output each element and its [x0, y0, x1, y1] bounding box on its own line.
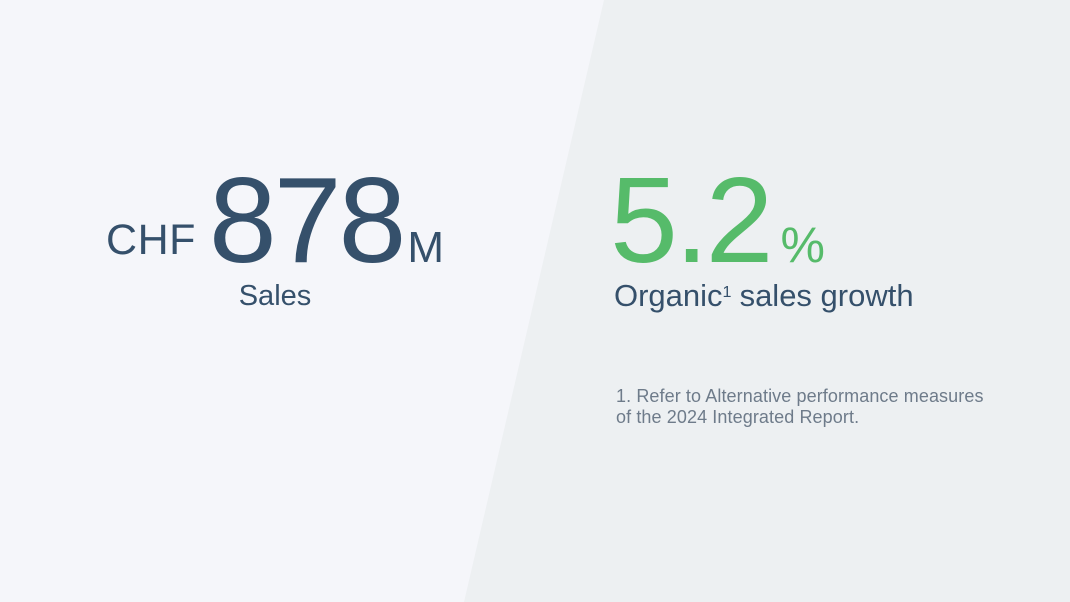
footnote-line-1: 1. Refer to Alternative performance meas… — [616, 386, 984, 406]
growth-label-text: Organic — [614, 278, 723, 313]
footnote-line-2: of the 2024 Integrated Report. — [616, 407, 860, 427]
growth-label: Organic1 sales growth — [614, 280, 914, 311]
sales-unit-suffix: M — [407, 223, 444, 272]
growth-label-rest: sales growth — [739, 278, 914, 313]
sales-value: 878 — [208, 152, 406, 288]
growth-value: 5.2 — [610, 152, 774, 288]
sales-value-line: CHF 878 M — [0, 159, 550, 281]
growth-value-line: 5.2 % — [610, 159, 825, 281]
organic-growth-stat-block: 5.2 % Organic1 sales growth 1. Refer to A… — [610, 0, 1056, 602]
footnote-marker: 1 — [722, 283, 732, 302]
sales-stat-block: CHF 878 M Sales — [0, 159, 550, 312]
sales-currency-prefix: CHF — [106, 216, 196, 264]
sales-label: Sales — [238, 280, 312, 312]
footnote: 1. Refer to Alternative performance meas… — [616, 386, 984, 428]
growth-percent-sign: % — [780, 217, 825, 273]
